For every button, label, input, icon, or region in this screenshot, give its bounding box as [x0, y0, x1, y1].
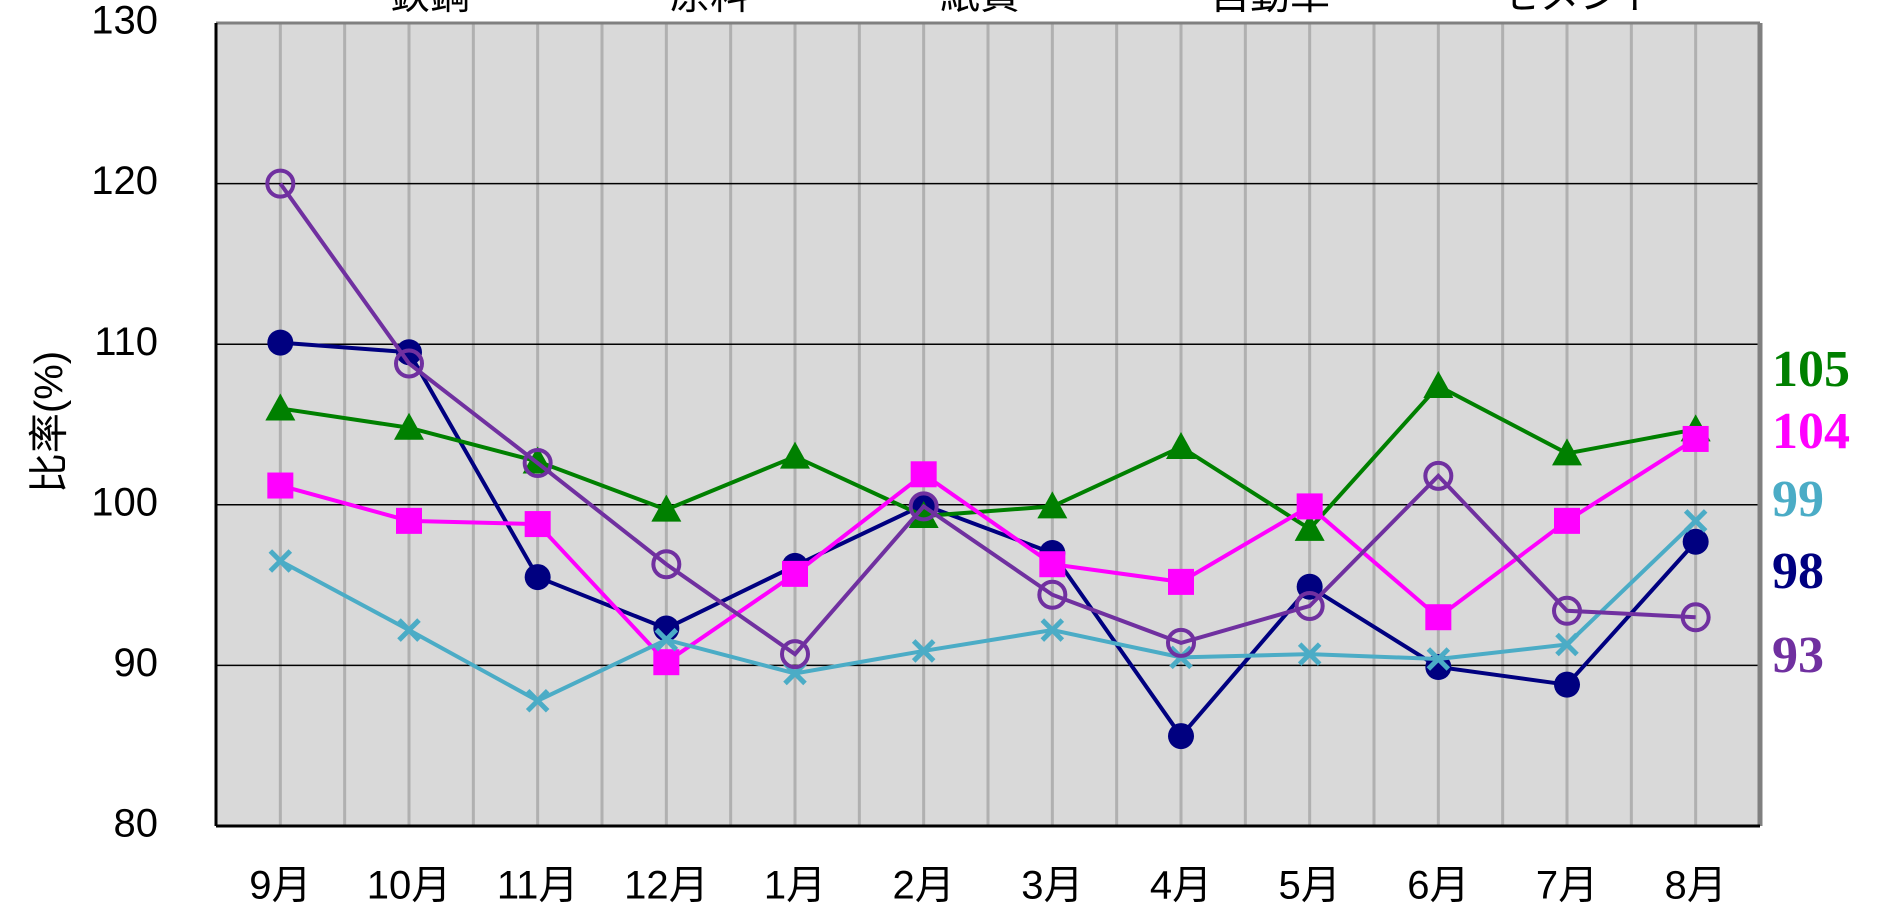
x-tick-label: 8月	[1665, 864, 1727, 908]
x-tick-label: 7月	[1536, 864, 1598, 908]
point	[1168, 568, 1194, 595]
point	[524, 564, 551, 591]
x-tick-label: 6月	[1407, 864, 1469, 908]
point	[1296, 493, 1323, 520]
series-line	[280, 340, 1698, 740]
point	[397, 618, 421, 642]
x-tick-label: 11月	[497, 864, 579, 908]
y-axis-label: 比率(%)	[28, 351, 72, 493]
point	[1682, 425, 1709, 452]
x-tick-label: 12月	[624, 864, 709, 908]
series-line	[279, 437, 1697, 665]
point	[1552, 438, 1582, 466]
point	[653, 649, 680, 676]
point	[1168, 723, 1194, 750]
point	[522, 448, 553, 479]
point	[1554, 671, 1580, 698]
series-line	[280, 383, 1697, 532]
point	[782, 560, 808, 587]
end-label: 104	[1772, 403, 1850, 460]
point	[1166, 431, 1196, 459]
point	[1425, 604, 1452, 631]
legend-label: 自動車	[1210, 0, 1330, 18]
end-label: 99	[1772, 471, 1824, 528]
point	[1680, 602, 1711, 633]
point	[1682, 528, 1709, 555]
point	[1554, 507, 1580, 534]
point	[267, 472, 294, 499]
point	[1039, 551, 1066, 578]
point	[1552, 595, 1582, 626]
x-tick-label: 9月	[249, 864, 311, 908]
point	[1423, 370, 1454, 398]
end-label: 105	[1772, 341, 1850, 398]
legend-label: 原料	[670, 0, 750, 18]
point	[1683, 509, 1708, 533]
legend-label: セメント	[1500, 0, 1659, 18]
point	[1294, 513, 1325, 541]
point	[1037, 491, 1068, 519]
point	[394, 412, 424, 440]
point	[654, 627, 679, 652]
point	[525, 688, 550, 713]
legend-label: 鉄鋼	[390, 0, 470, 18]
x-tick-label: 1月	[764, 864, 826, 908]
point	[267, 329, 294, 356]
x-tick-label: 2月	[893, 864, 955, 908]
point	[1040, 618, 1065, 642]
x-tick-label: 3月	[1021, 864, 1083, 908]
y-tick-label: 80	[114, 802, 159, 846]
y-tick-label: 120	[91, 159, 158, 203]
point	[265, 168, 296, 199]
end-label: 93	[1772, 627, 1824, 684]
y-tick-label: 100	[91, 480, 158, 524]
y-tick-label: 130	[91, 0, 158, 43]
point	[651, 494, 682, 522]
series-line	[279, 519, 1698, 703]
point	[394, 348, 424, 379]
point	[1037, 579, 1068, 610]
end-label: 98	[1772, 543, 1824, 600]
point	[780, 639, 810, 670]
point	[268, 549, 293, 573]
point	[651, 549, 682, 580]
x-tick-label: 5月	[1279, 864, 1341, 908]
point	[780, 441, 810, 469]
y-tick-label: 90	[114, 641, 159, 685]
legend-label: 紙資	[940, 0, 1020, 18]
y-tick-label: 110	[94, 320, 158, 364]
point	[1426, 647, 1451, 671]
point	[1294, 590, 1325, 621]
x-tick-label: 10月	[367, 864, 452, 908]
series-line	[278, 182, 1696, 657]
point	[1297, 642, 1322, 666]
point	[1166, 627, 1196, 658]
point	[1555, 632, 1579, 657]
point	[908, 491, 939, 522]
x-tick-label: 4月	[1150, 864, 1212, 908]
point	[265, 393, 296, 421]
point	[910, 461, 937, 488]
point	[396, 507, 422, 534]
point	[524, 511, 551, 538]
point	[1423, 460, 1454, 491]
point	[911, 639, 936, 663]
point	[908, 501, 939, 529]
